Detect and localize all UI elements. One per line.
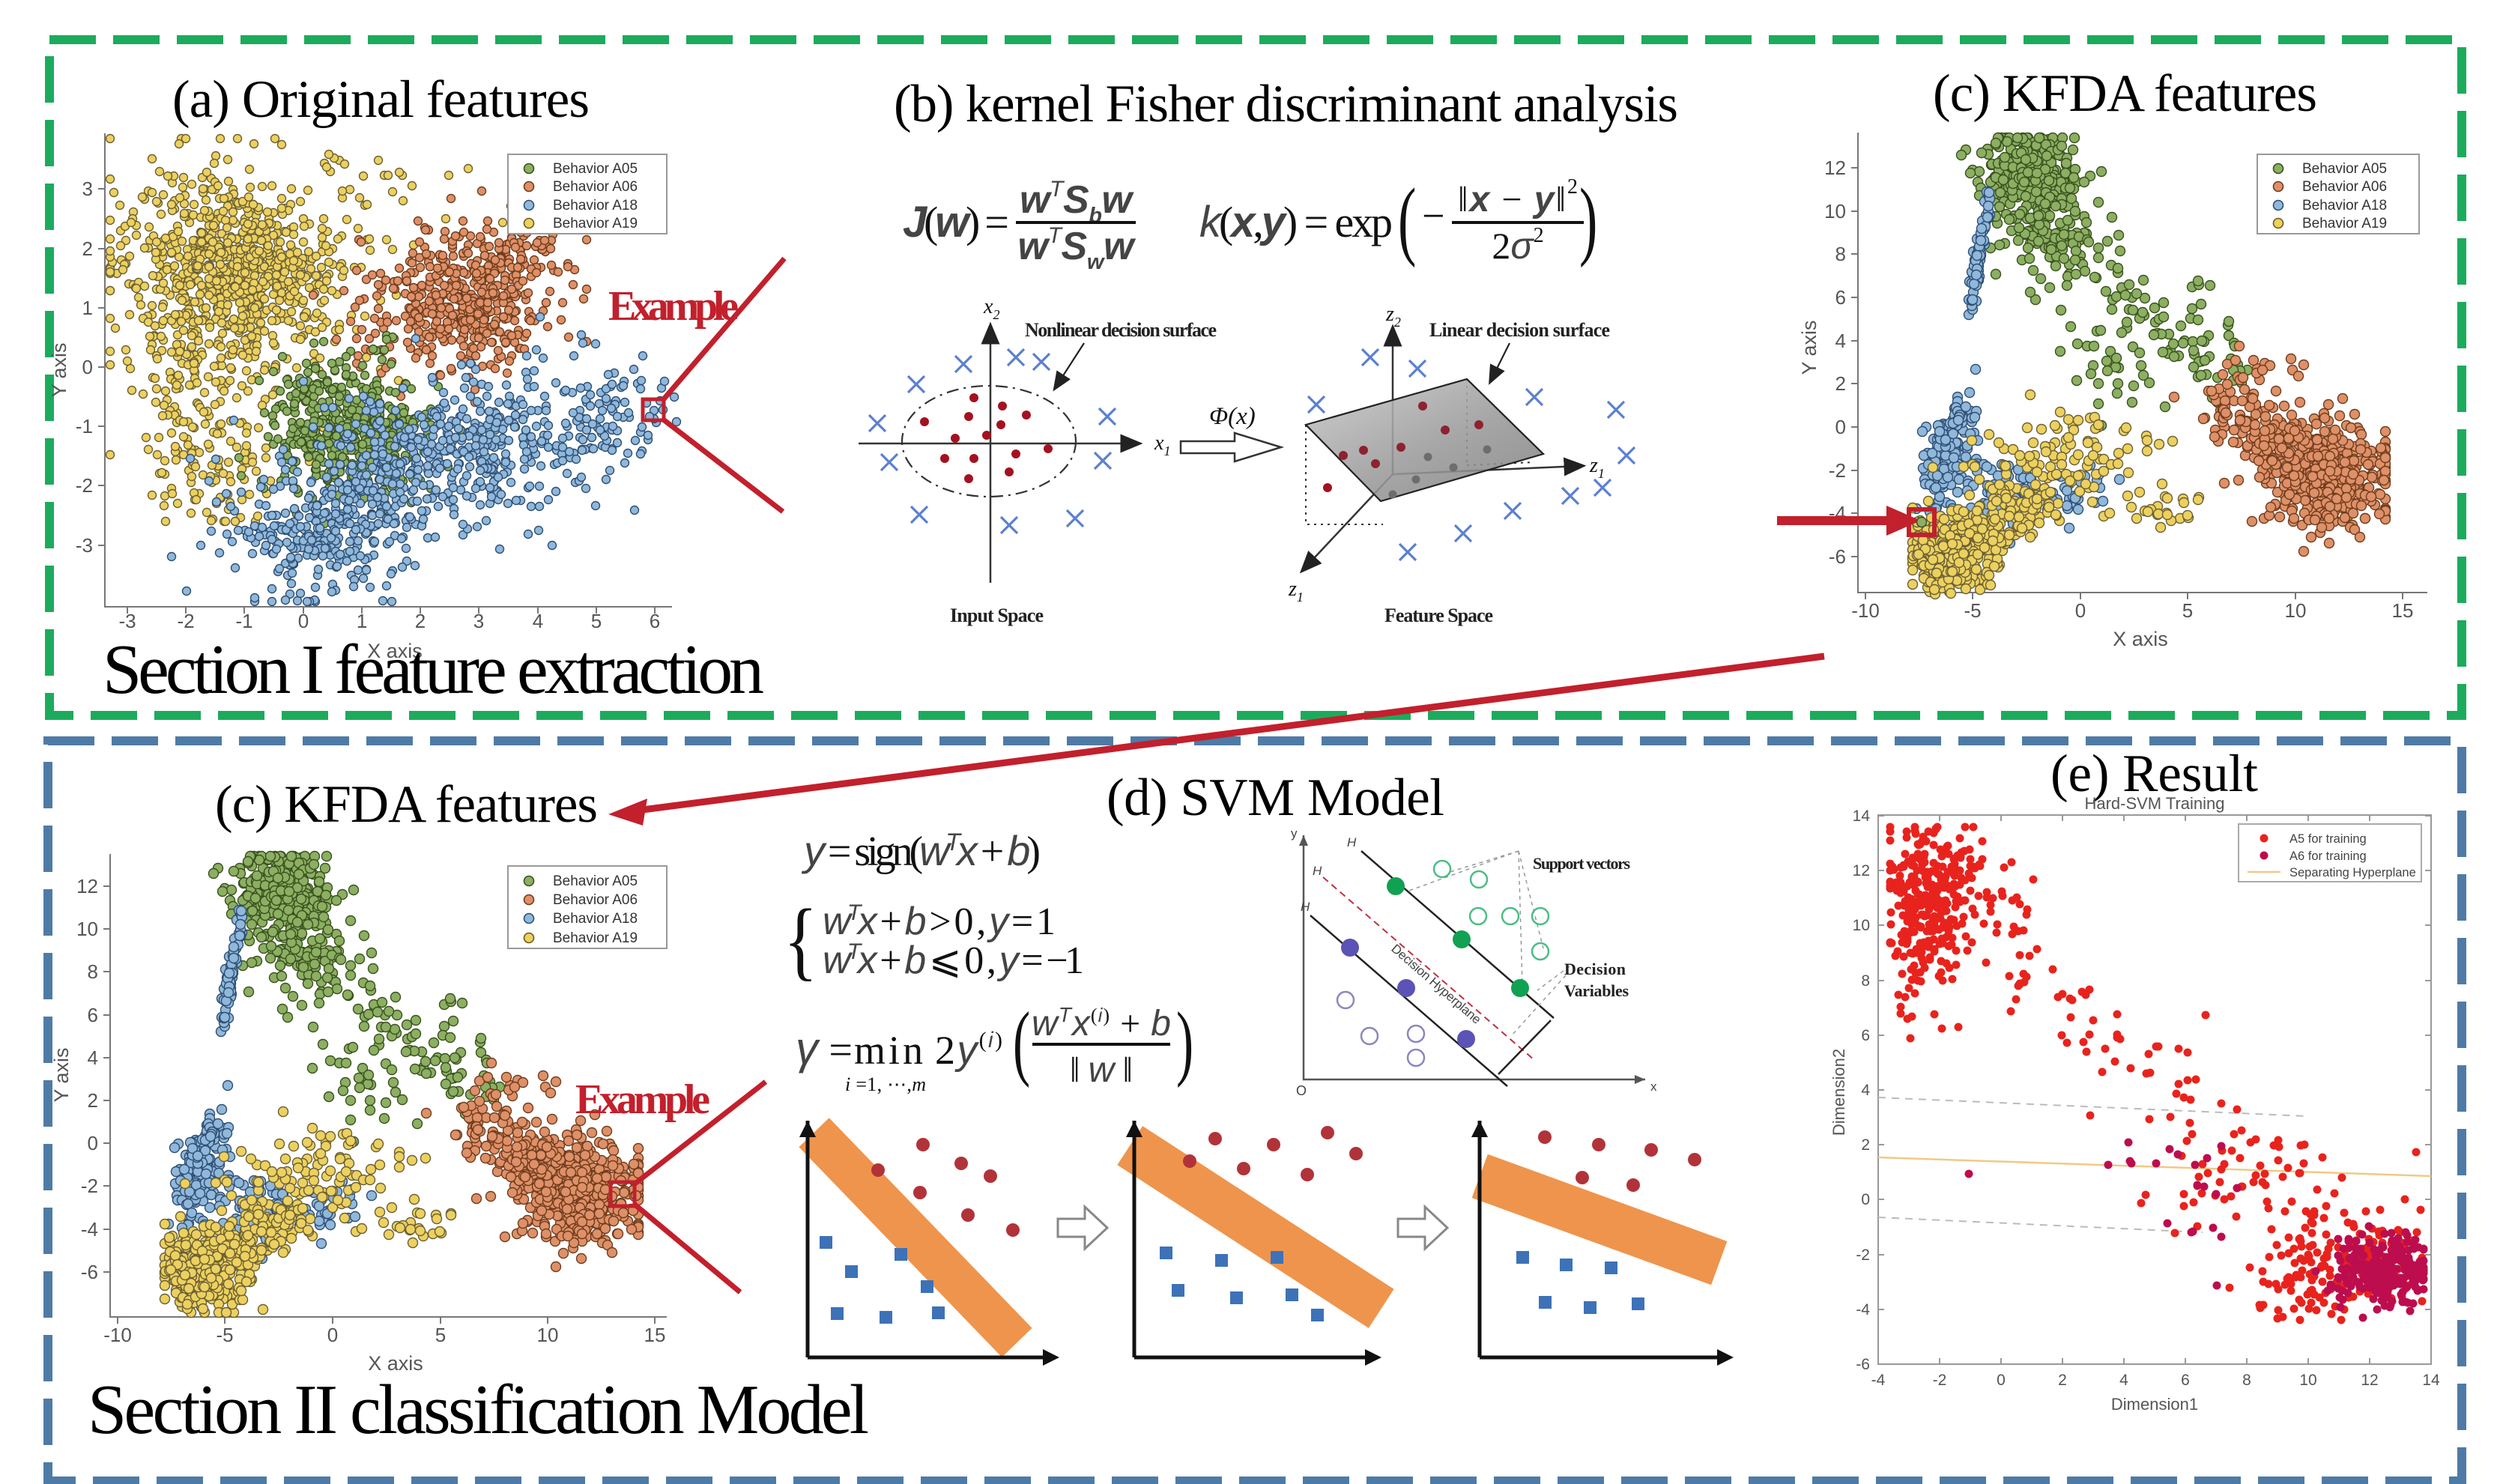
svg-text:-2: -2 [177, 610, 194, 632]
svg-text:-1: -1 [235, 610, 252, 632]
svg-text:-5: -5 [1964, 599, 1981, 622]
svg-text:10: 10 [2285, 599, 2307, 622]
svg-text:6: 6 [650, 610, 660, 632]
svg-text:3: 3 [473, 610, 484, 632]
svg-text:Nonlinear decision surface: Nonlinear decision surface [1025, 319, 1217, 341]
svg-text:X axis: X axis [367, 640, 423, 662]
svg-text:wTSbw: wTSbw [1020, 177, 1135, 228]
svg-text:Feature Space: Feature Space [1384, 605, 1493, 626]
svg-text:0: 0 [298, 610, 309, 632]
svg-text:10: 10 [1824, 200, 1846, 222]
svg-text:J(w) =: J(w) = [903, 198, 1009, 246]
svg-text:z1: z1 [1589, 454, 1605, 481]
svg-text:-2: -2 [1829, 459, 1846, 482]
svg-text:3: 3 [82, 178, 93, 200]
svg-text:2σ2: 2σ2 [1492, 224, 1543, 267]
svg-text:z1: z1 [1288, 578, 1304, 605]
svg-text:z2: z2 [1385, 303, 1401, 330]
svg-text:Behavior A19: Behavior A19 [553, 216, 638, 231]
svg-text:1: 1 [357, 610, 367, 632]
svg-text:-6: -6 [1829, 545, 1846, 568]
svg-text:2: 2 [82, 237, 93, 260]
svg-text:(d) SVM Model: (d) SVM Model [1107, 769, 1444, 827]
svg-text:Linear decision surface: Linear decision surface [1429, 319, 1610, 341]
svg-text:−: − [1422, 193, 1444, 238]
svg-text:-3: -3 [76, 534, 93, 557]
svg-text:Y axis: Y axis [48, 342, 70, 397]
svg-text:Section II classification Mode: Section II classification Model [88, 1371, 869, 1449]
svg-text:(c) KFDA features: (c) KFDA features [215, 775, 598, 834]
svg-text:Φ(x): Φ(x) [1209, 403, 1256, 430]
svg-text:(c) KFDA features: (c) KFDA features [1933, 64, 2317, 123]
svg-text:0: 0 [82, 356, 93, 378]
svg-text:4: 4 [1835, 330, 1846, 352]
svg-text:Input Space: Input Space [950, 605, 1044, 626]
svg-text:Behavior A05: Behavior A05 [553, 161, 638, 177]
svg-text:Behavior A06: Behavior A06 [553, 179, 638, 195]
svg-text:0: 0 [1835, 416, 1846, 438]
svg-text:-1: -1 [76, 415, 93, 437]
svg-text:2: 2 [1835, 372, 1846, 395]
svg-text:8: 8 [1835, 243, 1846, 265]
svg-text:-3: -3 [118, 610, 136, 632]
svg-text:Example: Example [608, 283, 739, 330]
svg-text:‖x − y‖2: ‖x − y‖2 [1458, 175, 1578, 219]
svg-text:x2: x2 [983, 295, 999, 322]
svg-text:): ) [1579, 172, 1597, 269]
svg-text:1: 1 [82, 297, 93, 319]
svg-text:12: 12 [1824, 157, 1846, 179]
svg-text:5: 5 [591, 610, 602, 632]
svg-text:(a) Original features: (a) Original features [172, 70, 590, 129]
svg-text:2: 2 [415, 610, 426, 632]
svg-text:15: 15 [2392, 599, 2414, 622]
svg-text:-10: -10 [1851, 599, 1880, 622]
svg-text:Section I feature extraction: Section I feature extraction [103, 631, 764, 709]
svg-text:(: ( [1398, 172, 1416, 269]
svg-text:0: 0 [2075, 599, 2086, 622]
svg-text:6: 6 [1835, 286, 1846, 309]
svg-text:(b) kernel Fisher discriminant: (b) kernel Fisher discriminant analysis [894, 75, 1678, 133]
svg-text:k(x,y) = exp: k(x,y) = exp [1199, 198, 1393, 246]
svg-text:wTSww: wTSww [1018, 223, 1137, 274]
svg-text:5: 5 [2182, 599, 2193, 622]
svg-text:Behavior A18: Behavior A18 [553, 198, 638, 213]
svg-text:4: 4 [533, 610, 543, 632]
svg-text:Y axis: Y axis [1798, 320, 1820, 375]
svg-text:-2: -2 [76, 474, 93, 497]
svg-text:x1: x1 [1154, 431, 1170, 458]
svg-text:X axis: X axis [2113, 628, 2168, 650]
